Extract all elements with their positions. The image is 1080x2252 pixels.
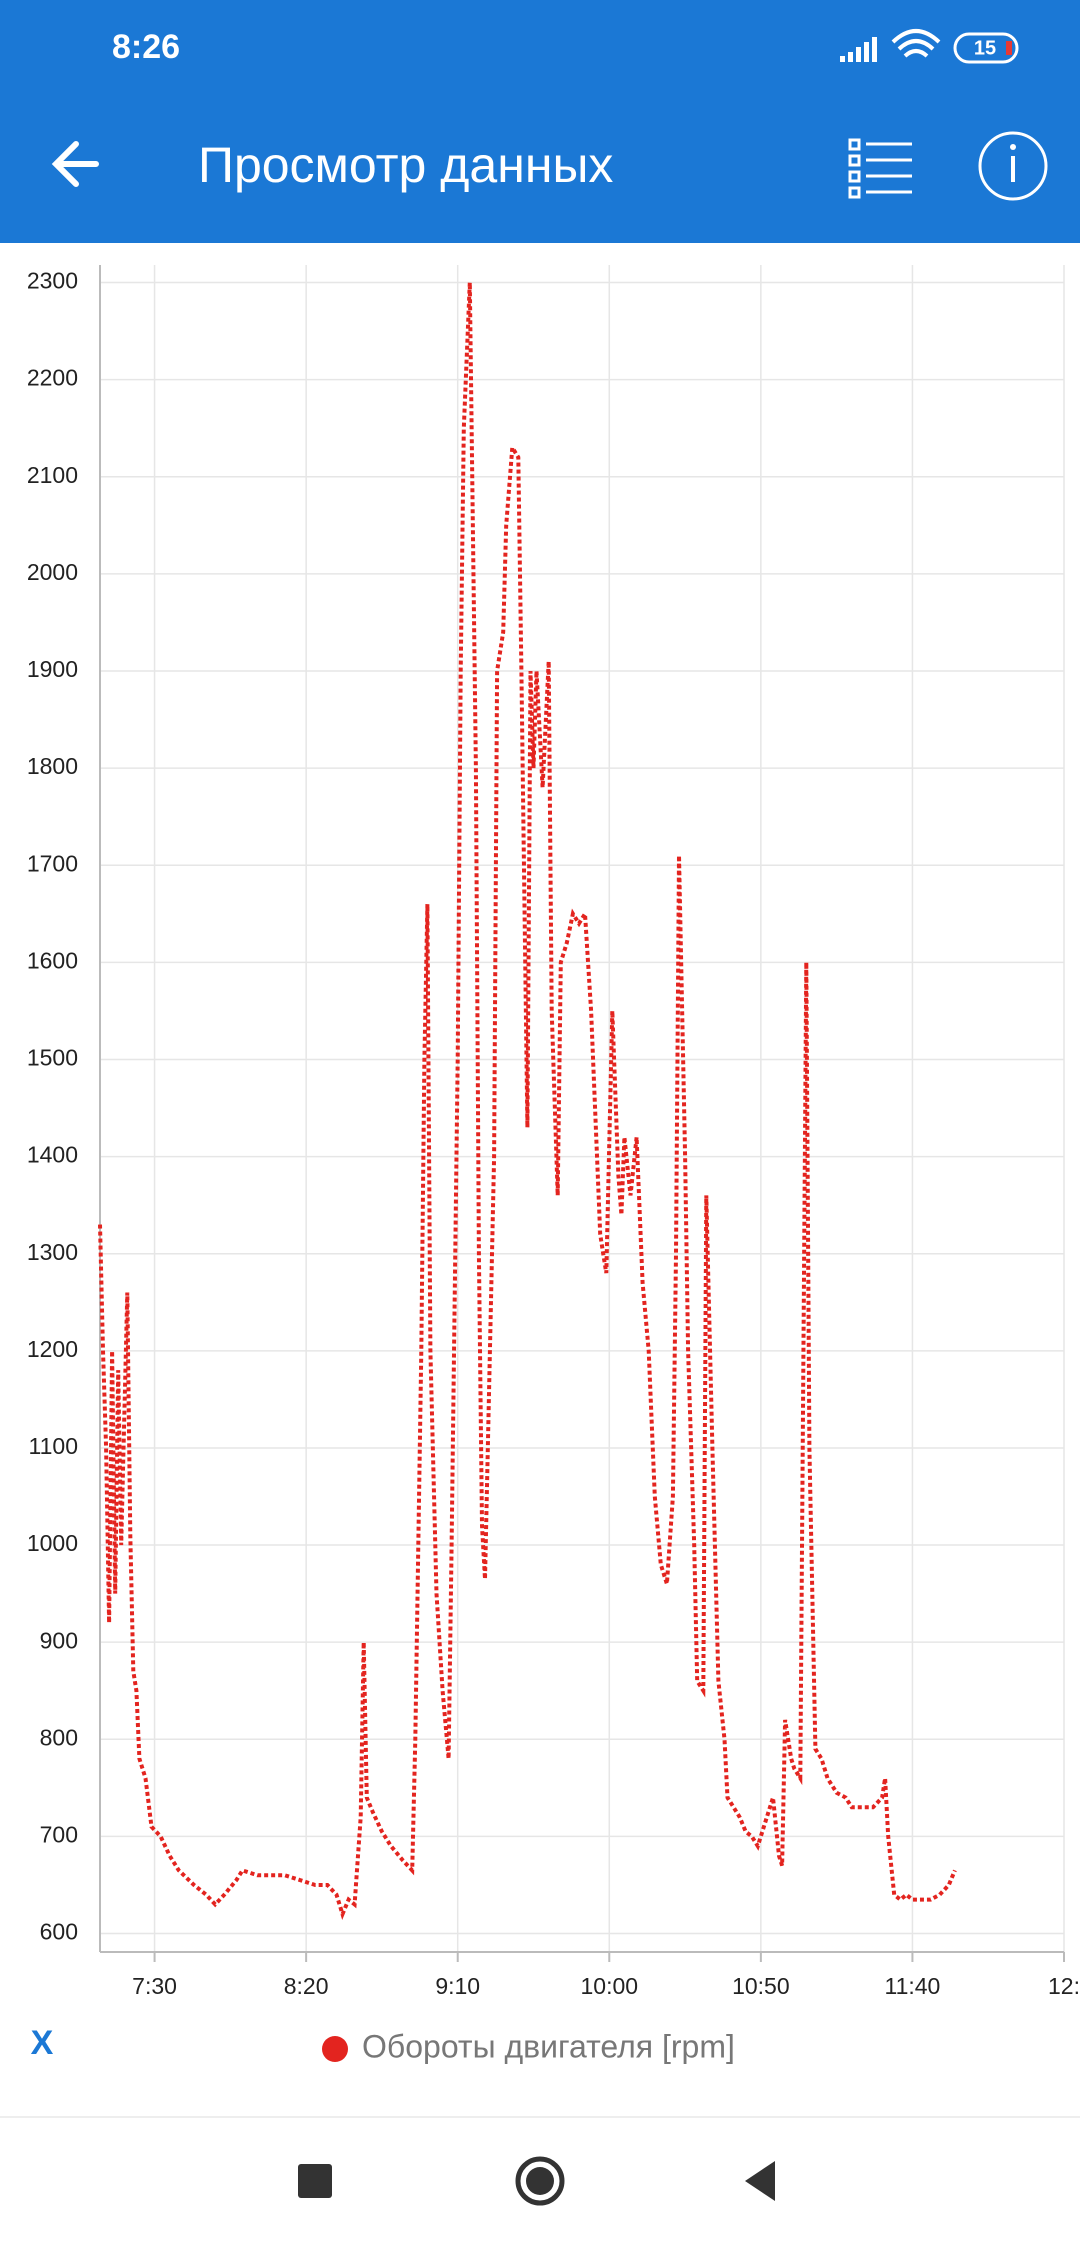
app-header: 8:26 15 Просмотр данных <box>0 0 1080 243</box>
y-tick-label: 1000 <box>27 1530 78 1556</box>
battery-icon: 15 <box>953 32 1019 64</box>
y-tick-label: 1200 <box>27 1336 78 1362</box>
wifi-icon <box>891 29 941 58</box>
y-tick-label: 1500 <box>27 1045 78 1071</box>
y-tick-label: 1300 <box>27 1239 78 1265</box>
y-tick-label: 1400 <box>27 1142 78 1168</box>
x-button[interactable]: X <box>31 2024 54 2062</box>
x-tick-label: 7:30 <box>132 1973 177 1999</box>
x-tick-label: 10:00 <box>581 1973 639 1999</box>
y-tick-label: 1100 <box>29 1433 78 1459</box>
y-tick-label: 1900 <box>27 656 78 682</box>
x-tick-label: 12: <box>1048 1973 1080 1999</box>
legend-label: Обороты двигателя [rpm] <box>362 2028 735 2064</box>
y-tick-label: 2200 <box>27 365 78 391</box>
recent-apps-button[interactable] <box>298 2164 332 2198</box>
nav-svg <box>298 2156 775 2206</box>
back-button[interactable] <box>51 141 99 187</box>
screen-title: Просмотр данных <box>198 137 613 193</box>
y-tick-label: 2100 <box>27 462 78 488</box>
x-tick-label: 11:40 <box>884 1973 940 1999</box>
status-time: 8:26 <box>112 28 180 66</box>
y-tick-label: 1600 <box>27 947 78 973</box>
home-button[interactable] <box>515 2156 565 2206</box>
y-tick-label: 2000 <box>27 559 78 585</box>
y-tick-label: 1700 <box>27 850 78 876</box>
legend-marker <box>322 2036 348 2062</box>
battery-level: 15 <box>974 37 996 59</box>
header-svg: 8:26 15 Просмотр данных <box>51 28 1048 201</box>
navigation-bar <box>0 2116 1080 2248</box>
x-tick-label: 9:10 <box>435 1973 480 1999</box>
y-tick-label: 2300 <box>27 268 78 294</box>
y-tick-label: 900 <box>40 1627 78 1653</box>
x-tick-label: 8:20 <box>284 1973 329 1999</box>
chart: X 600 700 800 900 1000 1100 1200 1300 1400 1500 16… <box>27 265 1080 2064</box>
list-button[interactable] <box>848 138 912 199</box>
back-nav-button[interactable] <box>745 2161 775 2201</box>
y-tick-label: 800 <box>40 1724 78 1750</box>
y-tick-label: 1800 <box>27 753 78 779</box>
data-line <box>98 282 957 1920</box>
signal-icon <box>840 37 877 62</box>
x-tick-label: 10:50 <box>732 1973 790 1999</box>
y-tick-label: 600 <box>40 1919 78 1945</box>
info-button[interactable] <box>978 131 1048 201</box>
y-tick-label: 700 <box>40 1822 78 1848</box>
